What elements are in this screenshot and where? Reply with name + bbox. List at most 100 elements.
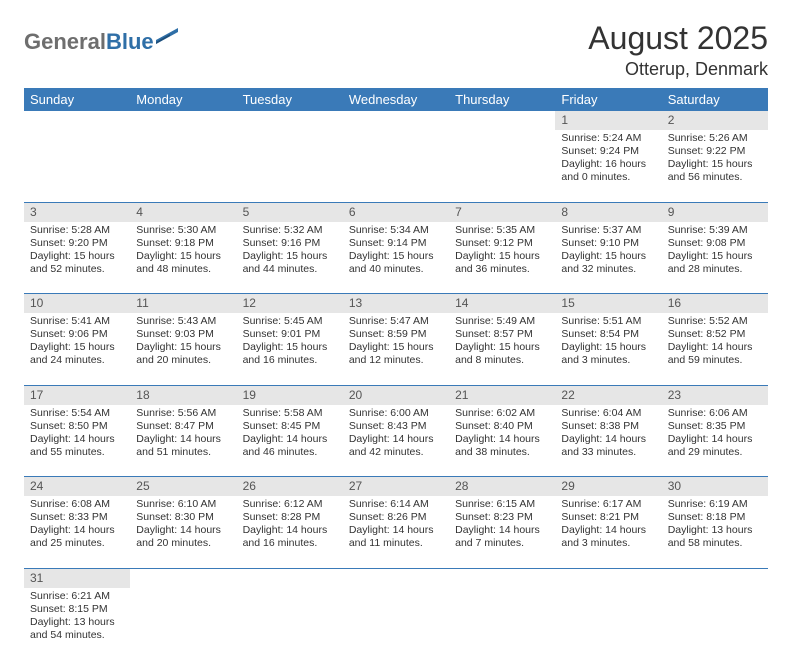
day-body-cell: Sunrise: 6:14 AMSunset: 8:26 PMDaylight:… [343,496,449,568]
sunrise-text: Sunrise: 5:56 AM [136,407,230,420]
sunset-text: Sunset: 9:20 PM [30,237,124,250]
daylight-text: Daylight: 15 hours [243,250,337,263]
title-block: August 2025 Otterup, Denmark [588,20,768,80]
day-number-cell [237,568,343,588]
sunrise-text: Sunrise: 6:10 AM [136,498,230,511]
day-body-cell: Sunrise: 6:06 AMSunset: 8:35 PMDaylight:… [662,405,768,477]
day-number-cell [130,568,236,588]
day-body-cell [130,588,236,660]
day-body-cell: Sunrise: 6:02 AMSunset: 8:40 PMDaylight:… [449,405,555,477]
location: Otterup, Denmark [588,59,768,80]
sunrise-text: Sunrise: 6:15 AM [455,498,549,511]
day-number-cell: 25 [130,477,236,497]
day-number-cell: 17 [24,385,130,405]
day-body-row: Sunrise: 5:41 AMSunset: 9:06 PMDaylight:… [24,313,768,385]
daylight-text: and 20 minutes. [136,537,230,550]
sunrise-text: Sunrise: 6:17 AM [561,498,655,511]
sunset-text: Sunset: 8:35 PM [668,420,762,433]
weekday-header-row: SundayMondayTuesdayWednesdayThursdayFrid… [24,88,768,111]
day-number-cell [555,568,661,588]
day-body-cell: Sunrise: 5:41 AMSunset: 9:06 PMDaylight:… [24,313,130,385]
daylight-text: Daylight: 15 hours [668,250,762,263]
day-body-cell: Sunrise: 5:34 AMSunset: 9:14 PMDaylight:… [343,222,449,294]
day-body-row: Sunrise: 5:54 AMSunset: 8:50 PMDaylight:… [24,405,768,477]
daylight-text: Daylight: 15 hours [243,341,337,354]
sunrise-text: Sunrise: 6:00 AM [349,407,443,420]
day-body-cell: Sunrise: 5:39 AMSunset: 9:08 PMDaylight:… [662,222,768,294]
sunrise-text: Sunrise: 6:02 AM [455,407,549,420]
day-number-cell [130,111,236,130]
day-body-cell: Sunrise: 6:12 AMSunset: 8:28 PMDaylight:… [237,496,343,568]
daylight-text: Daylight: 14 hours [455,433,549,446]
day-number-cell: 7 [449,202,555,222]
sunset-text: Sunset: 8:21 PM [561,511,655,524]
day-body-row: Sunrise: 5:24 AMSunset: 9:24 PMDaylight:… [24,130,768,202]
day-number-cell [237,111,343,130]
sunset-text: Sunset: 9:22 PM [668,145,762,158]
daylight-text: and 29 minutes. [668,446,762,459]
day-number-cell [449,111,555,130]
day-body-cell: Sunrise: 5:32 AMSunset: 9:16 PMDaylight:… [237,222,343,294]
sunrise-text: Sunrise: 5:34 AM [349,224,443,237]
sunset-text: Sunset: 8:33 PM [30,511,124,524]
sunrise-text: Sunrise: 5:35 AM [455,224,549,237]
daylight-text: and 33 minutes. [561,446,655,459]
day-body-cell: Sunrise: 5:58 AMSunset: 8:45 PMDaylight:… [237,405,343,477]
day-body-cell [449,588,555,660]
weekday-header: Thursday [449,88,555,111]
daylight-text: Daylight: 14 hours [30,433,124,446]
day-body-cell: Sunrise: 5:45 AMSunset: 9:01 PMDaylight:… [237,313,343,385]
day-number-cell [449,568,555,588]
day-number-cell: 15 [555,294,661,314]
day-number-cell [343,111,449,130]
sunset-text: Sunset: 8:40 PM [455,420,549,433]
sunrise-text: Sunrise: 6:21 AM [30,590,124,603]
sunset-text: Sunset: 8:28 PM [243,511,337,524]
sunrise-text: Sunrise: 5:52 AM [668,315,762,328]
sunrise-text: Sunrise: 6:14 AM [349,498,443,511]
daylight-text: and 12 minutes. [349,354,443,367]
day-number-row: 3456789 [24,202,768,222]
day-number-cell: 30 [662,477,768,497]
day-number-row: 10111213141516 [24,294,768,314]
day-body-cell: Sunrise: 6:10 AMSunset: 8:30 PMDaylight:… [130,496,236,568]
day-body-cell: Sunrise: 5:47 AMSunset: 8:59 PMDaylight:… [343,313,449,385]
sunset-text: Sunset: 9:08 PM [668,237,762,250]
daylight-text: and 38 minutes. [455,446,549,459]
logo-text-gray: General [24,29,106,55]
day-number-cell: 19 [237,385,343,405]
day-number-cell: 27 [343,477,449,497]
daylight-text: and 3 minutes. [561,537,655,550]
weekday-header: Monday [130,88,236,111]
calendar-table: SundayMondayTuesdayWednesdayThursdayFrid… [24,88,768,660]
daylight-text: and 11 minutes. [349,537,443,550]
sunrise-text: Sunrise: 5:30 AM [136,224,230,237]
day-body-cell: Sunrise: 5:35 AMSunset: 9:12 PMDaylight:… [449,222,555,294]
day-number-cell: 14 [449,294,555,314]
daylight-text: Daylight: 14 hours [455,524,549,537]
daylight-text: Daylight: 13 hours [30,616,124,629]
day-number-cell: 9 [662,202,768,222]
day-number-cell: 8 [555,202,661,222]
day-number-cell: 18 [130,385,236,405]
day-number-cell: 23 [662,385,768,405]
day-number-cell: 4 [130,202,236,222]
sunset-text: Sunset: 8:59 PM [349,328,443,341]
sunset-text: Sunset: 9:06 PM [30,328,124,341]
sunset-text: Sunset: 9:01 PM [243,328,337,341]
day-number-cell: 28 [449,477,555,497]
sunset-text: Sunset: 8:30 PM [136,511,230,524]
day-number-row: 24252627282930 [24,477,768,497]
daylight-text: Daylight: 15 hours [136,250,230,263]
day-number-cell: 21 [449,385,555,405]
day-number-cell: 11 [130,294,236,314]
header: General Blue August 2025 Otterup, Denmar… [24,20,768,80]
sunset-text: Sunset: 9:03 PM [136,328,230,341]
daylight-text: Daylight: 15 hours [30,341,124,354]
weekday-header: Sunday [24,88,130,111]
sunset-text: Sunset: 8:52 PM [668,328,762,341]
daylight-text: Daylight: 15 hours [455,250,549,263]
day-number-cell [24,111,130,130]
daylight-text: and 0 minutes. [561,171,655,184]
day-body-cell: Sunrise: 6:21 AMSunset: 8:15 PMDaylight:… [24,588,130,660]
